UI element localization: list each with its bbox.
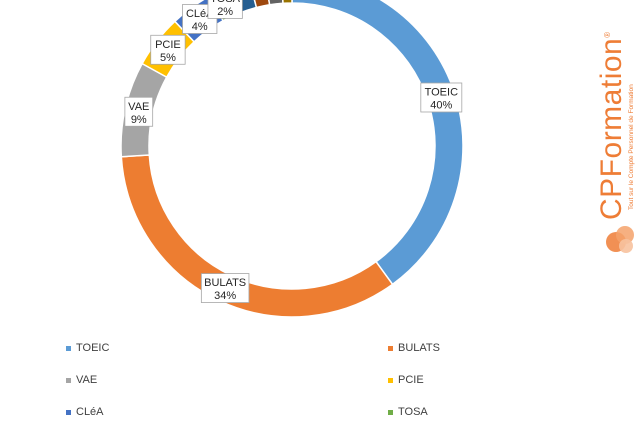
legend-swatch <box>66 345 71 351</box>
legend-label: TOEIC <box>76 342 110 354</box>
legend-label: CLéA <box>76 406 104 418</box>
slice-label-name: PCIE <box>155 39 181 51</box>
legend-item-toeic: TOEIC <box>66 341 109 355</box>
logo-wordmark: CPFormation® <box>595 31 628 220</box>
slice-label-box <box>150 34 186 65</box>
slice-label-box <box>200 273 250 303</box>
legend-label: TOSA <box>398 406 428 418</box>
donut-slice-toeic <box>291 0 464 286</box>
slice-label-name: VAE <box>128 101 149 113</box>
legend-swatch <box>66 377 71 383</box>
legend-swatch <box>388 377 393 383</box>
logo-dots-icon <box>606 226 634 253</box>
slice-label-box <box>124 96 154 127</box>
legend-item-cléa: CLéA <box>66 405 104 419</box>
slice-label-box <box>207 0 243 19</box>
logo-tagline: Tout sur le Compte Personnel de Formatio… <box>628 84 635 210</box>
legend-swatch <box>388 345 393 351</box>
slice-label-name: CLéA <box>186 8 214 20</box>
legend-item-bulats: BULATS <box>388 341 440 355</box>
legend-label: VAE <box>76 374 98 386</box>
slice-label-tosa: TOSA2% <box>207 0 243 19</box>
donut-slice-other-9 <box>282 0 293 5</box>
slice-label-percent: 5% <box>160 52 176 64</box>
legend-item-tosa: TOSA <box>388 405 428 419</box>
donut-slice-bulats <box>120 154 394 318</box>
slice-label-percent: 34% <box>214 290 236 302</box>
slice-label-percent: 4% <box>192 21 208 33</box>
legend-swatch <box>66 409 71 415</box>
slice-label-name: BULATS <box>204 277 246 289</box>
slice-label-name: TOEIC <box>425 86 458 98</box>
slice-label-percent: 2% <box>217 6 233 18</box>
legend-label: BULATS <box>398 342 440 354</box>
slice-label-percent: 40% <box>430 99 452 111</box>
slice-label-percent: 9% <box>131 114 147 126</box>
legend-item-vae: VAE <box>66 373 97 387</box>
slice-label-box <box>420 82 463 113</box>
legend-label: PCIE <box>398 374 424 386</box>
legend-swatch <box>388 409 393 415</box>
legend-item-pcie: PCIE <box>388 373 424 387</box>
slice-label-name: TOSA <box>210 0 240 5</box>
